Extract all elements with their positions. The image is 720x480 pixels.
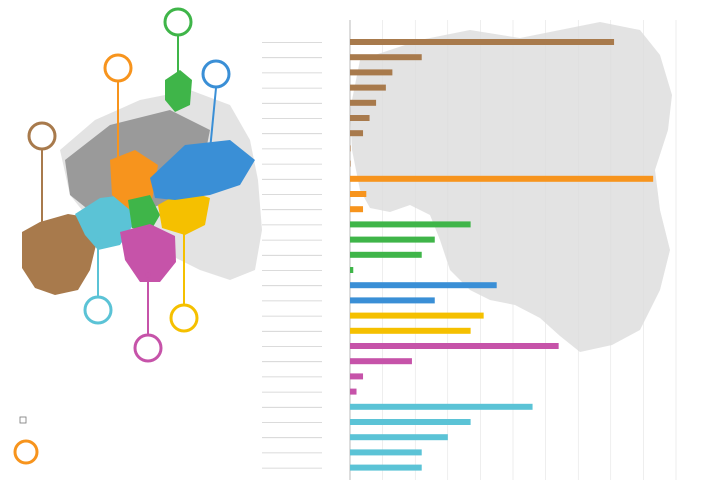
bar: [350, 130, 364, 137]
callout-circle: [201, 59, 231, 89]
callout-circle: [103, 53, 133, 83]
bar: [350, 282, 497, 289]
bar: [350, 343, 559, 349]
bar: [350, 236, 435, 243]
callout-anchor: [175, 72, 181, 78]
bar: [350, 434, 448, 441]
bar: [350, 54, 422, 61]
bar: [350, 327, 471, 334]
legend-box-icon: [19, 416, 27, 424]
bar-chart: [262, 20, 677, 480]
bar: [350, 145, 351, 152]
bar: [350, 39, 615, 45]
callout-anchor: [115, 157, 121, 163]
bar: [350, 99, 377, 106]
legend-circle-icon: [13, 439, 39, 465]
legend: [13, 416, 39, 465]
bar: [350, 373, 364, 380]
region-green-north: [165, 70, 192, 112]
russia-map-shape: [350, 22, 672, 352]
region-orange: [110, 150, 158, 210]
callout-circle: [169, 303, 199, 333]
callout-anchor: [181, 222, 187, 228]
bar: [350, 69, 393, 76]
bar: [350, 312, 484, 319]
bar: [350, 388, 357, 395]
district-regions: [22, 70, 255, 295]
callout-anchor: [95, 237, 101, 243]
callout-circle: [27, 121, 57, 151]
callout-circle: [163, 7, 193, 37]
callout-anchor: [207, 147, 213, 153]
callout-anchor: [145, 272, 151, 278]
bar: [350, 464, 422, 471]
bar: [350, 267, 354, 273]
bar: [350, 191, 367, 197]
region-brown: [22, 214, 96, 295]
bar: [350, 115, 370, 121]
region-cyan: [75, 195, 135, 250]
bar: [350, 403, 533, 410]
bar: [350, 419, 471, 425]
bar: [350, 206, 364, 213]
bar: [350, 221, 471, 228]
callouts: [27, 7, 231, 363]
callout-circle: [133, 333, 163, 363]
bar: [350, 297, 435, 304]
region-green: [128, 195, 160, 232]
callout-anchor: [39, 222, 45, 228]
bar: [350, 84, 386, 91]
bar: [350, 175, 654, 182]
callout-circle: [83, 295, 113, 325]
bar: [350, 449, 422, 456]
region-magenta: [120, 224, 176, 282]
region-blue: [150, 140, 255, 200]
region-yellow: [158, 190, 210, 235]
bar: [350, 251, 422, 258]
bar: [350, 358, 412, 365]
bar: [350, 160, 351, 167]
callout-leader: [209, 87, 217, 151]
